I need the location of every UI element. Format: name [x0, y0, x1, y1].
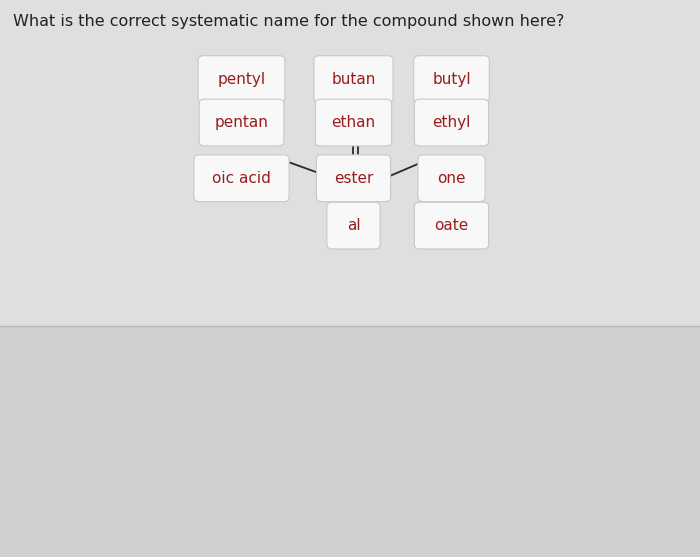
Text: ester: ester	[334, 171, 373, 185]
FancyBboxPatch shape	[316, 155, 391, 202]
FancyBboxPatch shape	[315, 99, 392, 146]
FancyBboxPatch shape	[327, 202, 380, 249]
FancyBboxPatch shape	[194, 155, 289, 202]
Text: pentyl: pentyl	[218, 72, 265, 86]
FancyBboxPatch shape	[414, 202, 489, 249]
FancyBboxPatch shape	[314, 56, 393, 102]
FancyBboxPatch shape	[414, 56, 489, 102]
Text: ethan: ethan	[331, 115, 376, 130]
Text: pentan: pentan	[215, 115, 268, 130]
Text: butan: butan	[331, 72, 376, 86]
Text: What is the correct systematic name for the compound shown here?: What is the correct systematic name for …	[13, 14, 564, 29]
Text: O: O	[321, 180, 330, 193]
Text: al: al	[346, 218, 360, 233]
FancyBboxPatch shape	[199, 99, 284, 146]
FancyBboxPatch shape	[198, 56, 285, 102]
Bar	[0, 326, 700, 557]
Bar	[0, 0, 700, 326]
Text: oate: oate	[435, 218, 468, 233]
Text: one: one	[438, 171, 466, 185]
Text: $\mathregular{CH_3}$: $\mathregular{CH_3}$	[460, 158, 484, 173]
Text: butyl: butyl	[432, 72, 471, 86]
Text: $\mathregular{H_3C}$: $\mathregular{H_3C}$	[221, 158, 245, 173]
Text: oic acid: oic acid	[212, 171, 271, 185]
FancyBboxPatch shape	[414, 99, 489, 146]
FancyBboxPatch shape	[418, 155, 485, 202]
Text: O: O	[354, 95, 363, 108]
Text: ethyl: ethyl	[433, 115, 470, 130]
